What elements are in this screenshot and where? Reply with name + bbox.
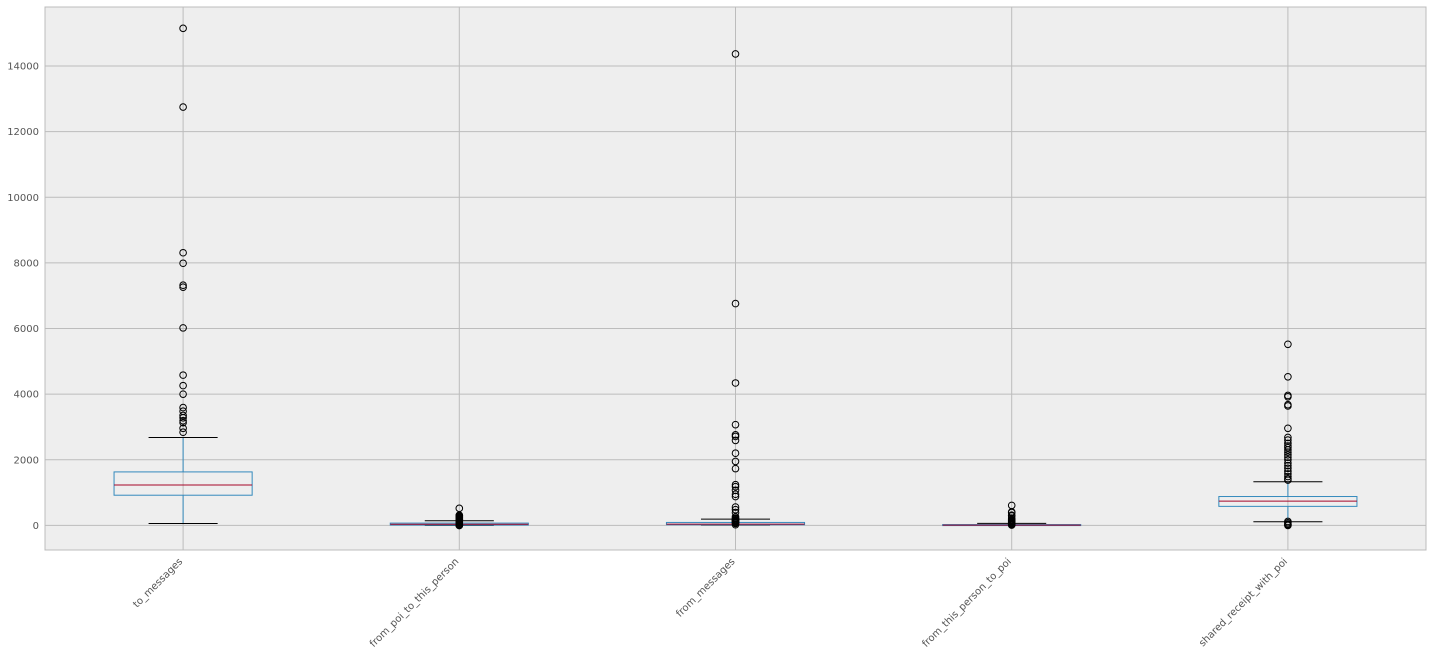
y-tick-label: 4000 <box>14 390 39 401</box>
flier-point <box>1284 470 1292 478</box>
y-tick-label: 14000 <box>7 62 39 73</box>
flier-point <box>731 299 740 308</box>
flier-point <box>1284 372 1292 381</box>
flier-point <box>179 259 187 268</box>
flier-point <box>731 480 740 489</box>
x-tick-label: shared_receipt_with_poi <box>1197 556 1290 649</box>
flier-point <box>179 381 187 390</box>
flier-point <box>731 449 740 458</box>
flier-point <box>179 24 187 33</box>
flier-point <box>179 248 187 257</box>
box-series <box>113 24 1358 530</box>
x-tick-label: to_messages <box>131 556 185 610</box>
y-tick-label: 6000 <box>14 324 39 335</box>
flier-point <box>179 428 187 437</box>
x-tick-label: from_messages <box>674 556 737 619</box>
flier-point <box>1284 461 1292 470</box>
box-from_poi_to_this_person <box>389 504 529 530</box>
flier-point <box>179 424 187 433</box>
box-iqr <box>113 471 253 496</box>
flier-point <box>179 403 187 412</box>
flier-point <box>179 324 187 332</box>
flier-point <box>731 50 740 58</box>
flier-point <box>179 407 187 416</box>
flier-point <box>731 508 740 517</box>
flier-point <box>731 431 740 439</box>
x-axis-ticks: to_messages from_poi_to_this_person from_m… <box>131 556 1290 649</box>
flier-point <box>1284 459 1292 467</box>
flier-point <box>1284 424 1292 433</box>
flier-point <box>1284 400 1292 409</box>
flier-point <box>179 283 187 291</box>
flier-point <box>179 418 187 427</box>
flier-point <box>179 411 187 420</box>
flier-point <box>731 513 740 521</box>
flier-point <box>179 390 187 398</box>
flier-point <box>179 371 187 379</box>
flier-point <box>179 103 187 111</box>
flier-point <box>731 436 740 445</box>
y-tick-label: 2000 <box>14 455 39 466</box>
flier-point <box>1284 436 1292 444</box>
flier-point <box>1284 475 1292 483</box>
box-to_messages <box>113 24 253 525</box>
flier-point <box>731 420 740 429</box>
flier-point <box>1284 439 1292 448</box>
flier-point <box>1284 340 1292 349</box>
y-tick-label: 12000 <box>7 127 39 138</box>
y-tick-label: 8000 <box>14 258 39 269</box>
flier-point <box>1007 511 1016 520</box>
flier-point <box>1284 391 1292 400</box>
flier-point <box>731 457 740 466</box>
grid-lines <box>45 7 1426 550</box>
flier-point <box>731 482 740 491</box>
box-from_messages <box>665 50 806 529</box>
y-tick-label: 10000 <box>7 193 39 204</box>
flier-point <box>731 490 740 499</box>
flier-point <box>1284 472 1292 481</box>
flier-point <box>731 379 740 387</box>
x-tick-label: from_this_person_to_poi <box>920 556 1013 649</box>
flier-point <box>1284 517 1292 526</box>
flier-point <box>1284 464 1292 473</box>
flier-point <box>731 486 740 495</box>
flier-point <box>1284 455 1292 464</box>
y-axis-ticks: 0 2000 4000 6000 8000 10000 12000 14000 <box>7 62 39 532</box>
flier-point <box>1284 451 1292 459</box>
flier-point <box>1284 433 1292 442</box>
box-shared_receipt_with_poi <box>1218 340 1358 530</box>
flier-point <box>1284 453 1292 461</box>
flier-point <box>731 503 740 511</box>
flier-point <box>179 416 187 425</box>
flier-point <box>1284 467 1292 476</box>
box-from_this_person_to_poi <box>942 501 1082 529</box>
flier-point <box>731 464 740 473</box>
flier-point <box>455 504 464 513</box>
flier-point <box>1007 501 1016 510</box>
x-tick-label: from_poi_to_this_person <box>368 556 461 649</box>
y-tick-label: 0 <box>33 521 39 532</box>
flier-point <box>731 505 740 514</box>
flier-point <box>179 281 187 290</box>
flier-point <box>1284 442 1292 450</box>
